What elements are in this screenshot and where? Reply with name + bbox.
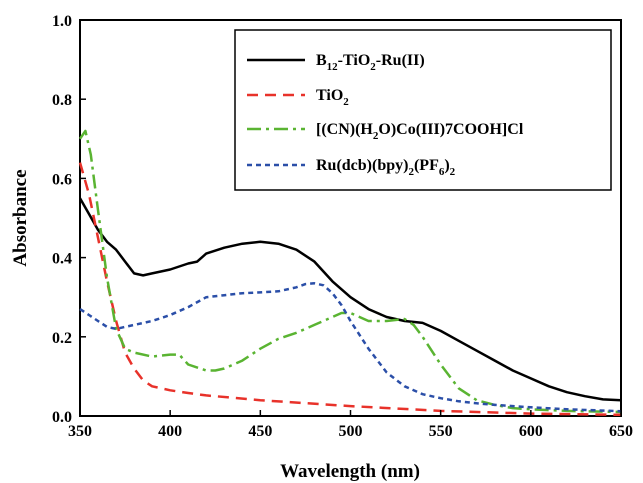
y-tick-label: 0.8 [52, 92, 72, 109]
y-tick-label: 1.0 [52, 13, 72, 30]
y-tick-label: 0.0 [52, 409, 72, 426]
ticks-layer: 350 400 450 500 550 600 650 0.0 0.2 0.4 0.6 0.8 1.0 [52, 13, 633, 440]
legend-label-part: ) [444, 157, 449, 174]
legend: B12-TiO2-Ru(II)TiO2[(CN)(H2O)Co(III)7COO… [234, 29, 612, 191]
legend-label-part: 2 [370, 61, 376, 73]
legend-label-part: 12 [327, 61, 339, 73]
legend-label-2: TiO2 [316, 87, 349, 108]
x-axis-title: Wavelength (nm) [280, 461, 420, 482]
legend-label-part: 2 [343, 96, 349, 108]
series-line-3 [78, 129, 622, 414]
legend-label-part: (PF [414, 157, 439, 174]
y-tick-label: 0.4 [52, 251, 72, 268]
x-tick-label: 400 [158, 423, 182, 440]
x-tick-label: 500 [339, 423, 363, 440]
legend-label-part: Ru(dcb)(bpy) [316, 157, 408, 174]
legend-label-3: [(CN)(H2O)Co(III)7COOH]Cl [316, 121, 524, 142]
x-tick-label: 350 [68, 423, 92, 440]
y-tick-label: 0.2 [52, 330, 72, 347]
y-tick-label: 0.6 [52, 171, 72, 188]
legend-label-part: O)Co(III)7COOH]Cl [378, 121, 523, 138]
legend-label-4: Ru(dcb)(bpy)2(PF6)2 [316, 157, 456, 178]
x-tick-label: 650 [609, 423, 633, 440]
x-tick-label: 450 [248, 423, 272, 440]
legend-label-part: 2 [373, 130, 379, 142]
series-line-1 [78, 197, 622, 402]
x-tick-label: 550 [429, 423, 453, 440]
legend-box [234, 29, 612, 191]
y-axis-title: Absorbance [10, 169, 31, 266]
series-layer [78, 129, 622, 417]
legend-label-part: 2 [408, 166, 414, 178]
legend-label-1: B12-TiO2-Ru(II) [316, 52, 425, 73]
legend-label-part: 2 [450, 166, 456, 178]
series-line-4 [79, 282, 622, 413]
legend-entries: B12-TiO2-Ru(II)TiO2[(CN)(H2O)Co(III)7COO… [247, 52, 524, 178]
legend-label-part: [(CN)(H [316, 121, 373, 138]
legend-label-part: 6 [439, 166, 445, 178]
x-tick-label: 600 [519, 423, 543, 440]
legend-label-part: TiO [316, 87, 343, 104]
series-line-2 [78, 162, 622, 417]
legend-label-part: B [316, 52, 327, 69]
legend-label-part: -TiO [338, 52, 371, 69]
legend-label-part: -Ru(II) [376, 52, 425, 69]
